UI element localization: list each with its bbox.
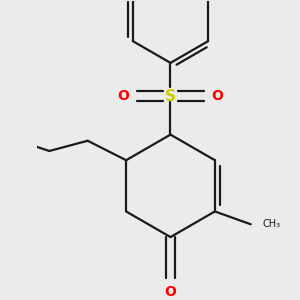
Text: O: O bbox=[212, 89, 224, 103]
Text: O: O bbox=[117, 89, 129, 103]
Text: CH₃: CH₃ bbox=[262, 219, 280, 229]
Text: S: S bbox=[165, 89, 176, 104]
Text: O: O bbox=[165, 285, 176, 299]
